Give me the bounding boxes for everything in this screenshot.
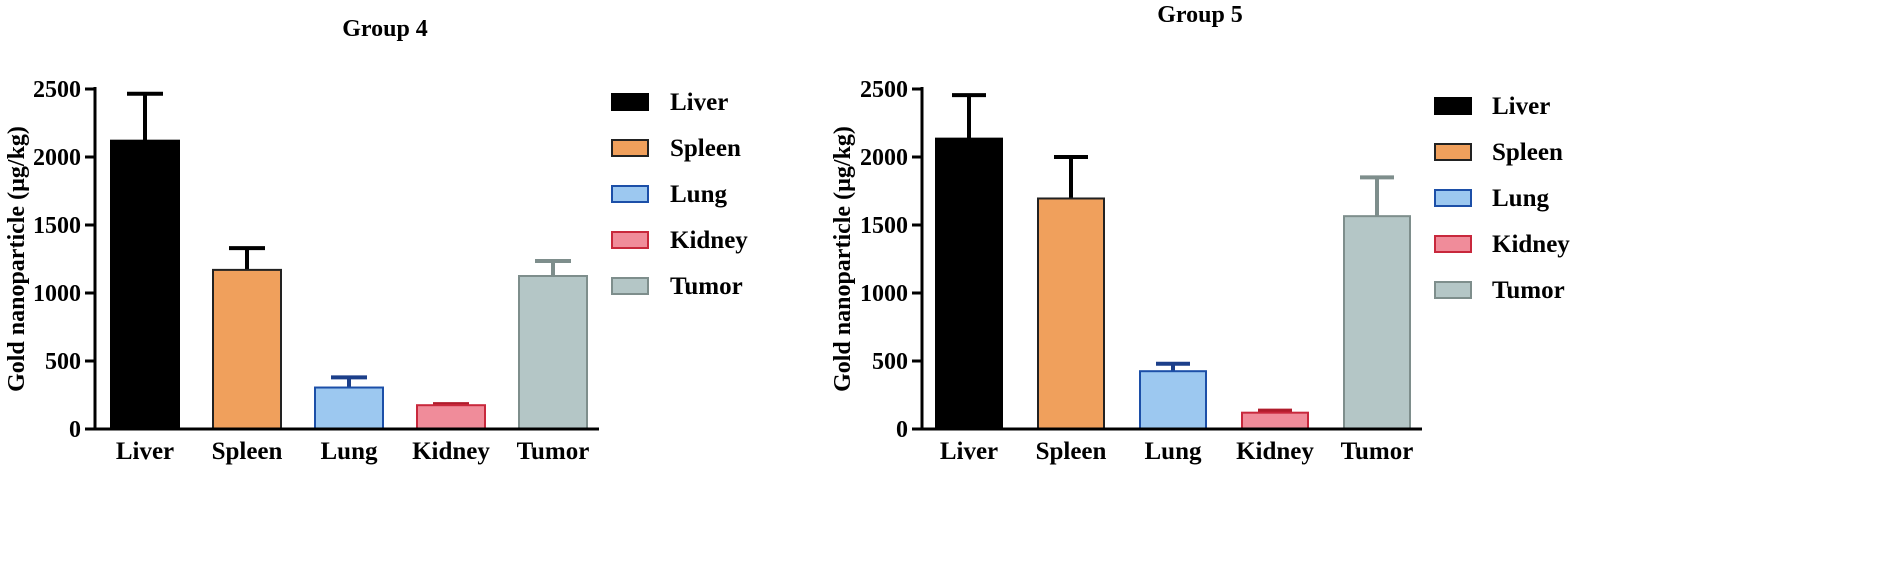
- legend-swatch-spleen: [1434, 143, 1472, 161]
- legend-label-liver: Liver: [1492, 93, 1550, 120]
- legend-label-lung: Lung: [1492, 185, 1549, 212]
- legend-label-liver: Liver: [670, 89, 728, 116]
- chart-title: Group 4: [342, 16, 428, 42]
- legend-label-tumor: Tumor: [1492, 277, 1565, 304]
- legend-swatch-liver: [1434, 97, 1472, 115]
- x-tick-label: Tumor: [517, 438, 590, 465]
- chart-title: Group 5: [1157, 2, 1243, 28]
- legend-label-spleen: Spleen: [1492, 139, 1563, 166]
- y-tick-label: 500: [872, 349, 908, 375]
- bar-spleen: [1037, 197, 1105, 430]
- x-tick-label: Liver: [940, 438, 998, 465]
- y-axis-label: Gold nanoparticle (µg/kg): [830, 126, 856, 392]
- legend-swatch-spleen: [611, 139, 649, 157]
- y-tick-label: 1000: [860, 281, 908, 307]
- y-tick-label: 0: [69, 417, 81, 443]
- legend-label-kidney: Kidney: [670, 227, 748, 254]
- y-tick-label: 1500: [33, 213, 81, 239]
- legend-label-tumor: Tumor: [670, 273, 743, 300]
- y-tick-label: 2000: [33, 145, 81, 171]
- legend-label-lung: Lung: [670, 181, 727, 208]
- chart-2: Group 5 Gold nanoparticle (µg/kg) 0 500 1000…: [830, 2, 1570, 465]
- y-axis-label: Gold nanoparticle (µg/kg): [4, 126, 30, 392]
- bar-liver: [110, 139, 180, 430]
- y-tick-label: 2000: [860, 145, 908, 171]
- y-tick-label: 2500: [860, 77, 908, 103]
- legend-label-kidney: Kidney: [1492, 231, 1570, 258]
- y-tick-label: 1500: [860, 213, 908, 239]
- y-tick-label: 500: [45, 349, 81, 375]
- chart-1: Group 4 Gold nanoparticle (µg/kg) 0 500 1000…: [4, 16, 748, 465]
- legend-swatch-kidney: [611, 231, 649, 249]
- bar-kidney: [1241, 411, 1309, 430]
- x-tick-label: Spleen: [212, 438, 283, 465]
- x-tick-label: Kidney: [1236, 438, 1314, 465]
- x-tick-label: Lung: [321, 438, 378, 465]
- x-tick-label: Tumor: [1341, 438, 1414, 465]
- legend-swatch-tumor: [1434, 281, 1472, 299]
- x-tick-label: Lung: [1145, 438, 1202, 465]
- bar-kidney: [416, 404, 486, 431]
- legend-swatch-tumor: [611, 277, 649, 295]
- x-tick-label: Kidney: [412, 438, 490, 465]
- legend-swatch-lung: [1434, 189, 1472, 207]
- legend-swatch-liver: [611, 93, 649, 111]
- legend-label-spleen: Spleen: [670, 135, 741, 162]
- x-tick-label: Liver: [116, 438, 174, 465]
- y-tick-label: 0: [896, 417, 908, 443]
- bar-spleen: [212, 268, 282, 430]
- bar-lung: [1139, 370, 1207, 431]
- bar-lung: [314, 386, 384, 430]
- bar-liver: [935, 137, 1003, 430]
- legend-swatch-lung: [611, 185, 649, 203]
- x-tick-label: Spleen: [1036, 438, 1107, 465]
- y-tick-label: 2500: [33, 77, 81, 103]
- bar-tumor: [1343, 215, 1411, 430]
- legend-swatch-kidney: [1434, 235, 1472, 253]
- bar-tumor: [518, 275, 588, 430]
- y-tick-label: 1000: [33, 281, 81, 307]
